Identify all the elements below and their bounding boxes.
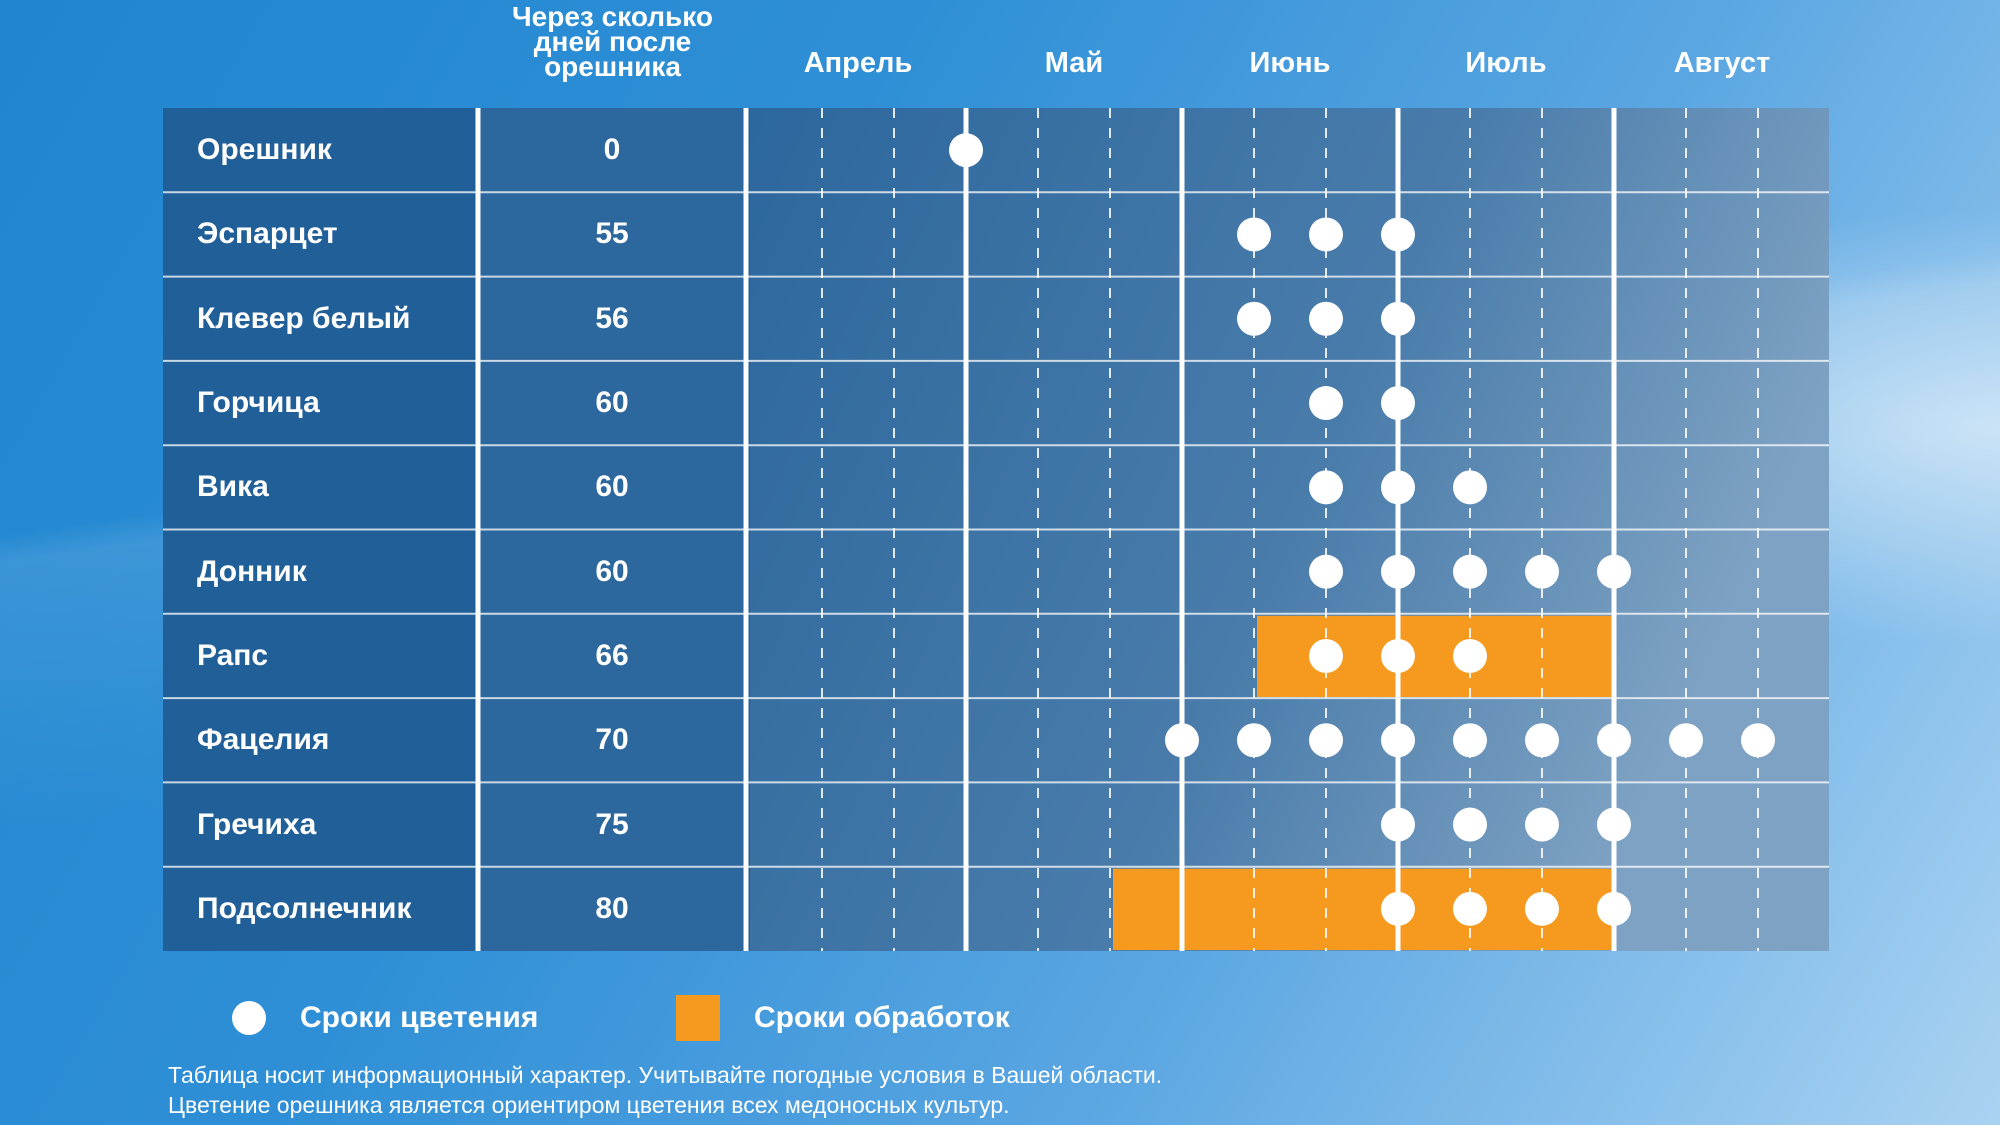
row-days: 60 (595, 554, 629, 588)
flowering-dot (1597, 807, 1631, 842)
flowering-dot (1309, 301, 1343, 336)
row-days: 66 (595, 638, 629, 672)
flowering-dot (1453, 723, 1487, 758)
row-days: 56 (595, 301, 629, 335)
row-days: 60 (595, 470, 629, 504)
row-name: Гречиха (197, 807, 317, 841)
month-header: Август (1673, 47, 1771, 79)
row-days: 80 (595, 891, 629, 925)
flowering-dot (1597, 891, 1631, 926)
month-header: Июль (1465, 47, 1547, 79)
flowering-dot (1525, 891, 1559, 926)
row-days: 0 (603, 133, 621, 167)
flowering-dot (1381, 891, 1415, 926)
flowering-dot (1165, 723, 1199, 758)
legend-flowering-label: Сроки цветения (300, 1001, 539, 1034)
days-column-header: Через сколько дней после орешника (512, 1, 713, 82)
flowering-dot (1669, 723, 1703, 758)
legend-flowering: Сроки цветения (232, 990, 538, 1046)
row-name: Вика (197, 470, 269, 504)
flowering-dot (1453, 470, 1487, 505)
flowering-dot (949, 133, 983, 168)
flowering-dot (1597, 723, 1631, 758)
row-name: Клевер белый (197, 301, 411, 335)
flowering-dot (1381, 807, 1415, 842)
flowering-dot (1381, 470, 1415, 505)
row-days: 75 (595, 807, 629, 841)
flowering-dot (1309, 554, 1343, 589)
flowering-dot (1309, 386, 1343, 421)
flowering-dot (1309, 638, 1343, 673)
footnote: Таблица носит информационный характер. У… (168, 1060, 1162, 1120)
flowering-dot (1381, 554, 1415, 589)
flowering-dot (1381, 301, 1415, 336)
flowering-dot (1597, 554, 1631, 589)
row-name: Подсолнечник (197, 891, 412, 925)
flowering-dot (1525, 807, 1559, 842)
flowering-dot (1309, 217, 1343, 252)
flowering-dot (1453, 554, 1487, 589)
flowering-dot (1237, 301, 1271, 336)
row-days: 60 (595, 386, 629, 420)
flowering-dot (1525, 723, 1559, 758)
footnote-line-2: Цветение орешника является ориентиром цв… (168, 1092, 1010, 1118)
footnote-line-1: Таблица носит информационный характер. У… (168, 1062, 1163, 1088)
flowering-dot (1381, 217, 1415, 252)
treatment-square-icon (676, 995, 720, 1041)
row-name: Орешник (197, 133, 332, 167)
row-name: Донник (197, 554, 307, 588)
row-name: Горчица (197, 386, 320, 420)
flowering-dot (1453, 891, 1487, 926)
row-name: Рапс (197, 638, 269, 672)
month-header: Апрель (803, 47, 913, 79)
flowering-dot (1381, 638, 1415, 673)
legend-treatment-label: Сроки обработок (754, 1001, 1010, 1034)
flowering-dot (1309, 470, 1343, 505)
row-name: Эспарцет (197, 217, 338, 251)
flowering-dot (1741, 723, 1775, 758)
flowering-dot (1453, 807, 1487, 842)
month-header: Май (1044, 47, 1104, 79)
flowering-dot (1309, 723, 1343, 758)
month-header: Июнь (1249, 47, 1331, 79)
flowering-dot (1237, 217, 1271, 252)
flowering-dot (1381, 386, 1415, 421)
row-days: 55 (595, 217, 629, 251)
flowering-dot-icon (232, 1001, 266, 1035)
flowering-dot (1237, 723, 1271, 758)
flowering-dot (1525, 554, 1559, 589)
flowering-dot (1381, 723, 1415, 758)
flowering-dot (1453, 638, 1487, 673)
row-days: 70 (595, 723, 629, 757)
legend-treatment: Сроки обработок (676, 990, 1010, 1046)
row-name: Фацелия (197, 723, 330, 757)
